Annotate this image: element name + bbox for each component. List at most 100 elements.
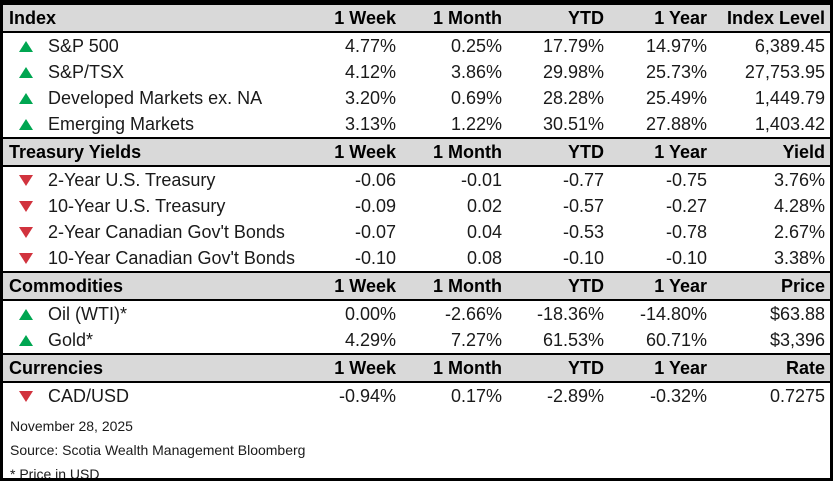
table-row: CAD/USD -0.94% 0.17% -2.89% -0.32% 0.727… <box>3 382 830 409</box>
section-header-commodities: Commodities 1 Week 1 Month YTD 1 Year Pr… <box>3 272 830 300</box>
col-header-1year: 1 Year <box>609 354 712 382</box>
cell-value: 1,403.42 <box>754 113 825 134</box>
instrument-name: 10-Year Canadian Gov't Bonds <box>48 247 295 268</box>
up-triangle-icon <box>19 40 33 52</box>
instrument-name: Developed Markets ex. NA <box>48 87 263 108</box>
instrument-name: 2-Year Canadian Gov't Bonds <box>48 221 285 242</box>
cell-ytd: -0.53 <box>562 221 604 242</box>
market-performance-table: Index 1 Week 1 Month YTD 1 Year Index Le… <box>3 3 830 409</box>
cell-1week: -0.06 <box>354 169 396 190</box>
section-title: Currencies <box>3 354 321 382</box>
cell-1week: 3.20% <box>344 87 396 108</box>
col-header-1week: 1 Week <box>321 4 401 32</box>
cell-1year: -14.80% <box>639 303 707 324</box>
instrument-name: S&P 500 <box>48 35 119 56</box>
cell-value: 4.28% <box>773 195 825 216</box>
col-header-ytd: YTD <box>507 138 609 166</box>
col-header-price: Price <box>712 272 830 300</box>
cell-value: 1,449.79 <box>754 87 825 108</box>
row-label: 10-Year U.S. Treasury <box>3 193 321 219</box>
table-row: 10-Year U.S. Treasury -0.09 0.02 -0.57 -… <box>3 193 830 219</box>
cell-ytd: 17.79% <box>542 35 604 56</box>
cell-value: 27,753.95 <box>744 61 825 82</box>
cell-1year: 25.73% <box>645 61 707 82</box>
cell-1week: 4.12% <box>344 61 396 82</box>
cell-ytd: -18.36% <box>536 303 604 324</box>
section-header-index: Index 1 Week 1 Month YTD 1 Year Index Le… <box>3 4 830 32</box>
cell-value: $63.88 <box>769 303 825 324</box>
cell-1year: -0.27 <box>665 195 707 216</box>
cell-1month: 0.02 <box>466 195 502 216</box>
section-title: Index <box>3 4 321 32</box>
cell-1week: 3.13% <box>344 113 396 134</box>
instrument-name: S&P/TSX <box>48 61 125 82</box>
col-header-1year: 1 Year <box>609 138 712 166</box>
cell-1year: -0.75 <box>665 169 707 190</box>
table-row: Oil (WTI)* 0.00% -2.66% -18.36% -14.80% … <box>3 300 830 327</box>
up-triangle-icon <box>19 118 33 130</box>
cell-1year: -0.78 <box>665 221 707 242</box>
cell-1week: -0.10 <box>354 247 396 268</box>
cell-value: 6,389.45 <box>754 35 825 56</box>
instrument-name: Emerging Markets <box>48 113 195 134</box>
section-header-currencies: Currencies 1 Week 1 Month YTD 1 Year Rat… <box>3 354 830 382</box>
cell-1month: 0.17% <box>450 385 502 406</box>
cell-ytd: -0.57 <box>562 195 604 216</box>
table-row: 2-Year Canadian Gov't Bonds -0.07 0.04 -… <box>3 219 830 245</box>
col-header-1year: 1 Year <box>609 4 712 32</box>
up-triangle-icon <box>19 66 33 78</box>
table-row: S&P 500 4.77% 0.25% 17.79% 14.97% 6,389.… <box>3 32 830 59</box>
row-label: Emerging Markets <box>3 111 321 138</box>
row-label: CAD/USD <box>3 382 321 409</box>
cell-1month: 0.04 <box>466 221 502 242</box>
col-header-1month: 1 Month <box>401 272 507 300</box>
cell-1month: 0.08 <box>466 247 502 268</box>
cell-value: 3.76% <box>773 169 825 190</box>
row-label: Developed Markets ex. NA <box>3 85 321 111</box>
cell-1month: -2.66% <box>444 303 502 324</box>
instrument-name: 10-Year U.S. Treasury <box>48 195 226 216</box>
cell-1year: -0.32% <box>649 385 707 406</box>
col-header-1month: 1 Month <box>401 354 507 382</box>
cell-value: 0.7275 <box>769 385 825 406</box>
col-header-ytd: YTD <box>507 4 609 32</box>
cell-ytd: 30.51% <box>542 113 604 134</box>
cell-1year: 60.71% <box>645 329 707 350</box>
cell-1month: 1.22% <box>450 113 502 134</box>
section-treasury-yields: Treasury Yields 1 Week 1 Month YTD 1 Yea… <box>3 138 830 272</box>
cell-1week: 4.77% <box>344 35 396 56</box>
row-label: S&P/TSX <box>3 59 321 85</box>
instrument-name: CAD/USD <box>48 385 130 406</box>
price-footnote: * Price in USD <box>10 466 100 481</box>
cell-1week: -0.09 <box>354 195 396 216</box>
cell-ytd: -2.89% <box>546 385 604 406</box>
cell-value: 3.38% <box>773 247 825 268</box>
col-header-index-level: Index Level <box>712 4 830 32</box>
cell-1year: 25.49% <box>645 87 707 108</box>
cell-value: 2.67% <box>773 221 825 242</box>
down-triangle-icon <box>19 390 33 402</box>
col-header-ytd: YTD <box>507 354 609 382</box>
section-index: Index 1 Week 1 Month YTD 1 Year Index Le… <box>3 4 830 138</box>
row-label: Oil (WTI)* <box>3 300 321 327</box>
col-header-1week: 1 Week <box>321 272 401 300</box>
cell-1month: 3.86% <box>450 61 502 82</box>
row-label: S&P 500 <box>3 32 321 59</box>
cell-ytd: 29.98% <box>542 61 604 82</box>
section-currencies: Currencies 1 Week 1 Month YTD 1 Year Rat… <box>3 354 830 409</box>
table-row: 10-Year Canadian Gov't Bonds -0.10 0.08 … <box>3 245 830 272</box>
cell-1week: -0.07 <box>354 221 396 242</box>
section-title: Commodities <box>3 272 321 300</box>
col-header-1year: 1 Year <box>609 272 712 300</box>
cell-1week: 4.29% <box>344 329 396 350</box>
section-header-treasury-yields: Treasury Yields 1 Week 1 Month YTD 1 Yea… <box>3 138 830 166</box>
cell-value: $3,396 <box>769 329 825 350</box>
col-header-1month: 1 Month <box>401 4 507 32</box>
down-triangle-icon <box>19 252 33 264</box>
cell-ytd: -0.10 <box>562 247 604 268</box>
row-label: 10-Year Canadian Gov't Bonds <box>3 245 321 272</box>
down-triangle-icon <box>19 226 33 238</box>
instrument-name: 2-Year U.S. Treasury <box>48 169 216 190</box>
row-label: 2-Year Canadian Gov't Bonds <box>3 219 321 245</box>
cell-1month: -0.01 <box>460 169 502 190</box>
